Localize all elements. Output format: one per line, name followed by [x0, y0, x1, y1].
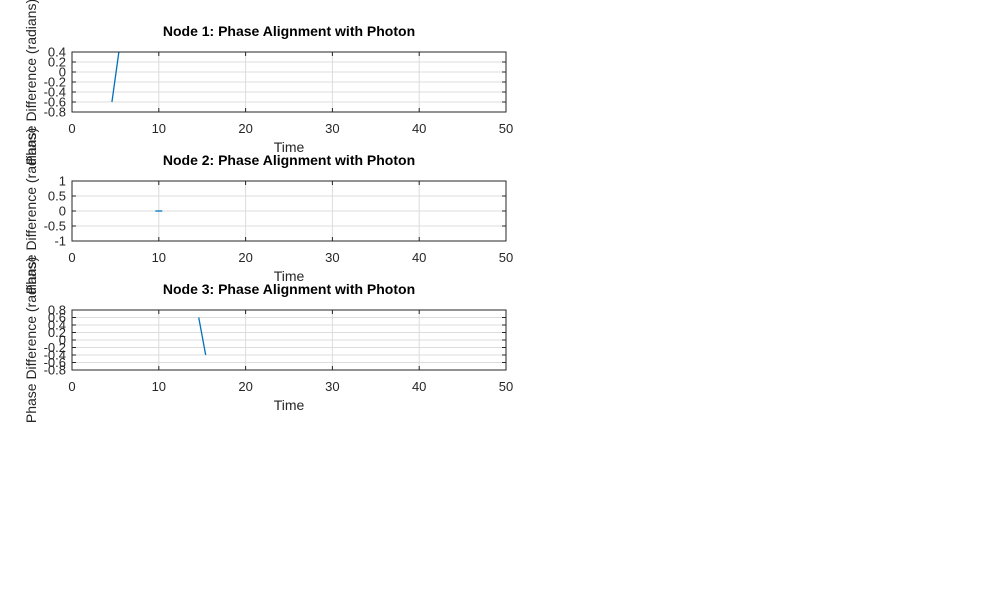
- y-tick-label: -0.8: [44, 105, 66, 120]
- x-tick-label: 0: [68, 250, 75, 265]
- series-line-node-1: [111, 51, 120, 103]
- x-tick-label: 0: [68, 121, 75, 136]
- x-axis-label: Time: [274, 268, 305, 284]
- y-tick-label: 0.4: [48, 318, 66, 333]
- y-tick-label: -0.6: [44, 95, 66, 110]
- y-tick-label: -0.6: [44, 355, 66, 370]
- x-axis-label: Time: [274, 139, 305, 155]
- x-tick-label: 10: [152, 121, 166, 136]
- y-tick-label: -0.4: [44, 85, 66, 100]
- x-tick-label: 30: [325, 250, 339, 265]
- y-tick-label: -0.2: [44, 75, 66, 90]
- subplot-title: Node 2: Phase Alignment with Photon: [163, 152, 415, 168]
- y-tick-label: 0.8: [48, 303, 66, 318]
- x-axis-label: Time: [274, 397, 305, 413]
- x-tick-label: 40: [412, 379, 426, 394]
- x-tick-label: 50: [499, 121, 513, 136]
- x-tick-label: 40: [412, 121, 426, 136]
- x-tick-label: 30: [325, 121, 339, 136]
- y-tick-label: -0.2: [44, 340, 66, 355]
- x-tick-label: 20: [238, 250, 252, 265]
- x-tick-label: 20: [238, 121, 252, 136]
- y-axis-label: Phase Difference (radians): [23, 257, 39, 423]
- y-tick-label: 0: [59, 65, 66, 80]
- x-tick-label: 0: [68, 379, 75, 394]
- y-tick-label: -0.8: [44, 363, 66, 378]
- subplot-title: Node 1: Phase Alignment with Photon: [163, 23, 415, 39]
- y-axis-label: Phase Difference (radians): [23, 0, 39, 165]
- x-tick-label: 10: [152, 250, 166, 265]
- y-axis-label: Phase Difference (radians): [23, 128, 39, 294]
- x-tick-label: 10: [152, 379, 166, 394]
- y-tick-label: 0: [59, 333, 66, 348]
- y-tick-label: 0.4: [48, 45, 66, 60]
- y-tick-label: 1: [59, 174, 66, 189]
- x-tick-label: 50: [499, 379, 513, 394]
- y-tick-label: -0.5: [44, 219, 66, 234]
- y-tick-label: -0.4: [44, 348, 66, 363]
- y-tick-label: 0: [59, 204, 66, 219]
- y-tick-label: 0.2: [48, 55, 66, 70]
- subplot-3: 0 10 20 30 40 50-0.8-0.6-0.4-0.200.20.40.60.8…: [23, 257, 513, 423]
- y-tick-label: 0.2: [48, 325, 66, 340]
- x-tick-label: 40: [412, 250, 426, 265]
- y-tick-label: 0.6: [48, 310, 66, 325]
- x-tick-label: 20: [238, 379, 252, 394]
- y-tick-label: -1: [54, 234, 66, 249]
- x-tick-label: 30: [325, 379, 339, 394]
- subplot-title: Node 3: Phase Alignment with Photon: [163, 281, 415, 297]
- series-line-node-3: [198, 317, 207, 356]
- x-tick-label: 50: [499, 250, 513, 265]
- y-tick-label: 0.5: [48, 189, 66, 204]
